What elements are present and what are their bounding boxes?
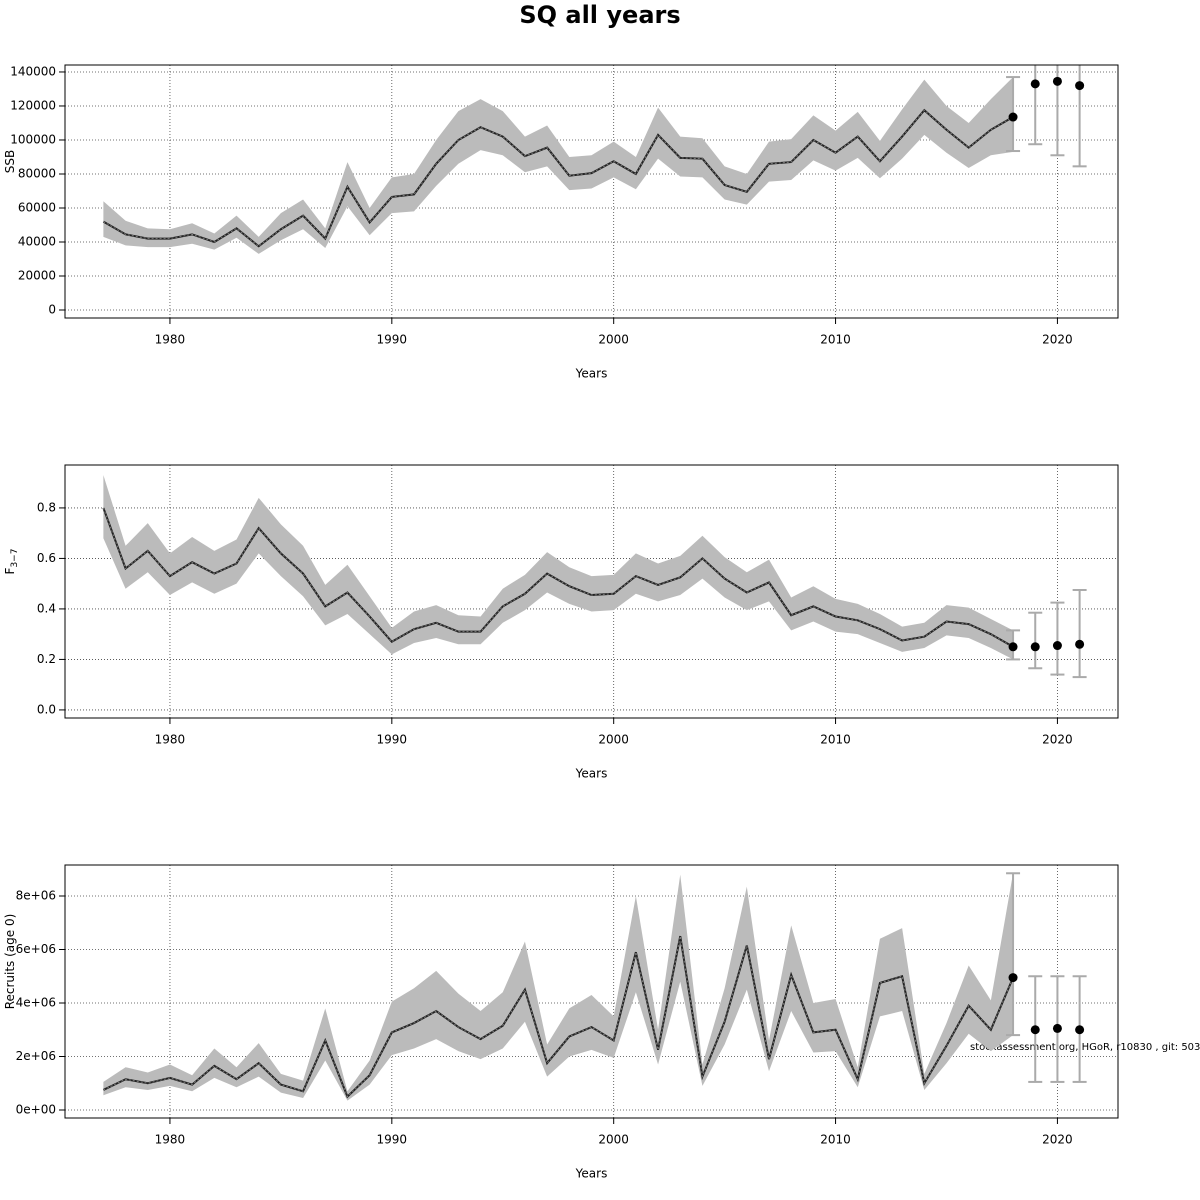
plot-frame (64, 464, 1119, 719)
x-axis-label: Years (575, 767, 608, 781)
forecast-point (1075, 81, 1085, 91)
y-axis-label-main: SSB (3, 150, 17, 173)
estimate-line-dash (103, 936, 1014, 1098)
y-tick-label: 0.0 (37, 702, 56, 716)
forecast-point (1052, 1023, 1062, 1033)
panel: 1980 1990 2000 2010 2020 0.0 0.2 0.4 0.6 0.8 Years… (3, 464, 1119, 781)
forecast-point (1008, 112, 1018, 122)
x-axis-label: Years (575, 367, 608, 381)
y-tick-label: 6e+06 (16, 942, 56, 956)
forecast-point (1008, 642, 1018, 652)
y-tick-label: 20000 (18, 269, 56, 283)
y-tick-label: 0 (48, 303, 56, 317)
x-tick-label: 2000 (598, 333, 629, 347)
x-tick-label: 2000 (598, 1133, 629, 1147)
estimate-line (102, 108, 1014, 248)
y-tick-label: 0.6 (37, 551, 56, 565)
y-axis-label: SSB (3, 150, 17, 173)
forecast-point (1075, 639, 1085, 649)
x-tick-label: 1990 (377, 733, 408, 747)
x-tick-label: 2010 (820, 333, 851, 347)
forecast-point (1075, 1025, 1085, 1035)
plot-area (102, 475, 1087, 679)
y-tick-label: 8e+06 (16, 889, 56, 903)
y-tick-label: 4e+06 (16, 996, 56, 1010)
forecast-point (1030, 642, 1040, 652)
x-tick-label: 1980 (155, 733, 186, 747)
y-axis-label-subscript: 3−7 (10, 549, 20, 568)
forecast-point (1030, 1025, 1040, 1035)
x-tick-label: 2020 (1042, 333, 1073, 347)
y-tick-label: 100000 (10, 132, 56, 146)
forecast-point (1008, 973, 1018, 983)
y-axis-label-main: Recruits (age 0) (3, 914, 17, 1010)
confidence-band (103, 77, 1014, 254)
x-tick-label: 2010 (820, 1133, 851, 1147)
figure-title: SQ all years (519, 1, 680, 29)
footnote: stockassessment.org, HGoR, r10830 , git:… (970, 1042, 1200, 1053)
x-axis-label: Years (575, 1167, 608, 1181)
forecast-point (1030, 79, 1040, 89)
y-axis-label-main: F (3, 567, 17, 574)
x-tick-label: 2000 (598, 733, 629, 747)
forecast-point (1052, 76, 1062, 86)
y-tick-label: 0.4 (37, 601, 56, 615)
y-tick-label: 2e+06 (16, 1049, 56, 1063)
confidence-band (103, 475, 1014, 660)
confidence-band (103, 873, 1014, 1101)
y-tick-label: 80000 (18, 166, 56, 180)
x-tick-label: 1990 (377, 333, 408, 347)
plot-area (102, 872, 1087, 1101)
y-tick-label: 40000 (18, 234, 56, 248)
estimate-line-dash (103, 507, 1014, 648)
y-tick-label: 0.2 (37, 652, 56, 666)
x-tick-label: 2010 (820, 733, 851, 747)
panel: 1980 1990 2000 2010 2020 0e+00 2e+06 4e+06 6e+06… (3, 864, 1119, 1181)
y-axis-label: F3−7 (3, 549, 20, 575)
y-tick-label: 140000 (10, 64, 56, 78)
x-tick-label: 2020 (1042, 1133, 1073, 1147)
y-tick-label: 0e+00 (16, 1103, 56, 1117)
x-tick-label: 1980 (155, 333, 186, 347)
y-axis-label: Recruits (age 0) (3, 914, 17, 1010)
plot-frame (64, 864, 1119, 1119)
plot-frame (64, 64, 1119, 319)
y-tick-label: 0.8 (37, 500, 56, 514)
y-tick-label: 120000 (10, 98, 56, 112)
x-tick-label: 2020 (1042, 733, 1073, 747)
plot-area (102, 65, 1087, 254)
x-tick-label: 1980 (155, 1133, 186, 1147)
panel: 1980 1990 2000 2010 2020 0 20000 40000 60000 8000… (3, 64, 1119, 381)
y-tick-label: 60000 (18, 200, 56, 214)
x-tick-label: 1990 (377, 1133, 408, 1147)
forecast-point (1052, 641, 1062, 651)
